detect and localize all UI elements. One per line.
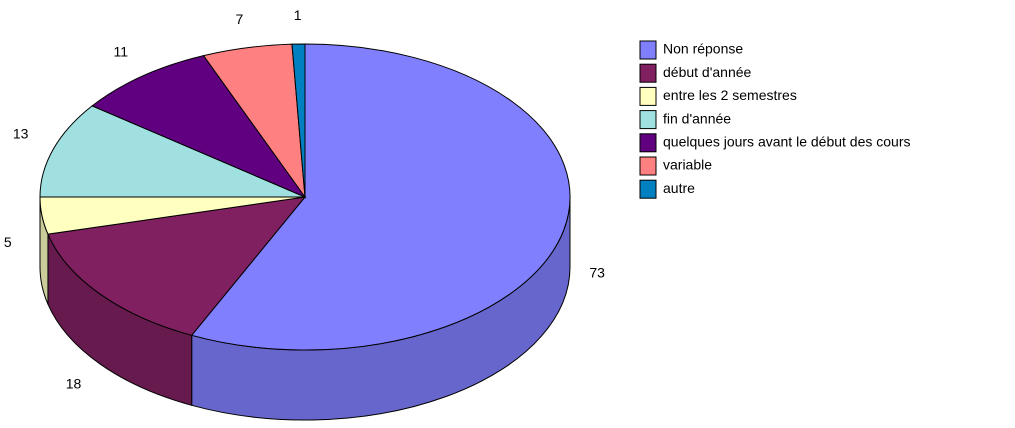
data-label: 5	[4, 234, 12, 250]
legend-swatch	[639, 86, 657, 106]
legend-swatch	[639, 179, 657, 199]
legend-swatch	[639, 40, 657, 60]
slice	[91, 55, 307, 199]
slice	[39, 105, 306, 198]
slice-top	[39, 105, 306, 198]
data-label: 1	[294, 7, 302, 23]
legend-label: Non réponse	[663, 41, 743, 57]
legend-label: entre les 2 semestres	[663, 87, 797, 103]
legend-swatch	[639, 63, 657, 83]
legend-label: quelques jours avant le début des cours	[663, 134, 911, 150]
data-label: 11	[113, 43, 128, 59]
slice-top	[47, 196, 307, 336]
legend-swatch	[639, 133, 657, 153]
slice-top	[291, 43, 306, 198]
data-label: 7	[235, 11, 243, 27]
slice-top	[91, 55, 307, 199]
data-label: 18	[66, 375, 82, 391]
legend-label: fin d'année	[663, 110, 731, 126]
legend-swatch	[639, 156, 657, 176]
data-label: 73	[589, 264, 605, 280]
slice	[291, 43, 306, 198]
slice-top	[190, 43, 571, 351]
legend-label: début d'année	[663, 64, 752, 80]
legend-label: variable	[663, 157, 712, 173]
data-label: 13	[13, 125, 29, 141]
legend-swatch	[639, 110, 657, 130]
legend-label: autre	[663, 180, 695, 196]
